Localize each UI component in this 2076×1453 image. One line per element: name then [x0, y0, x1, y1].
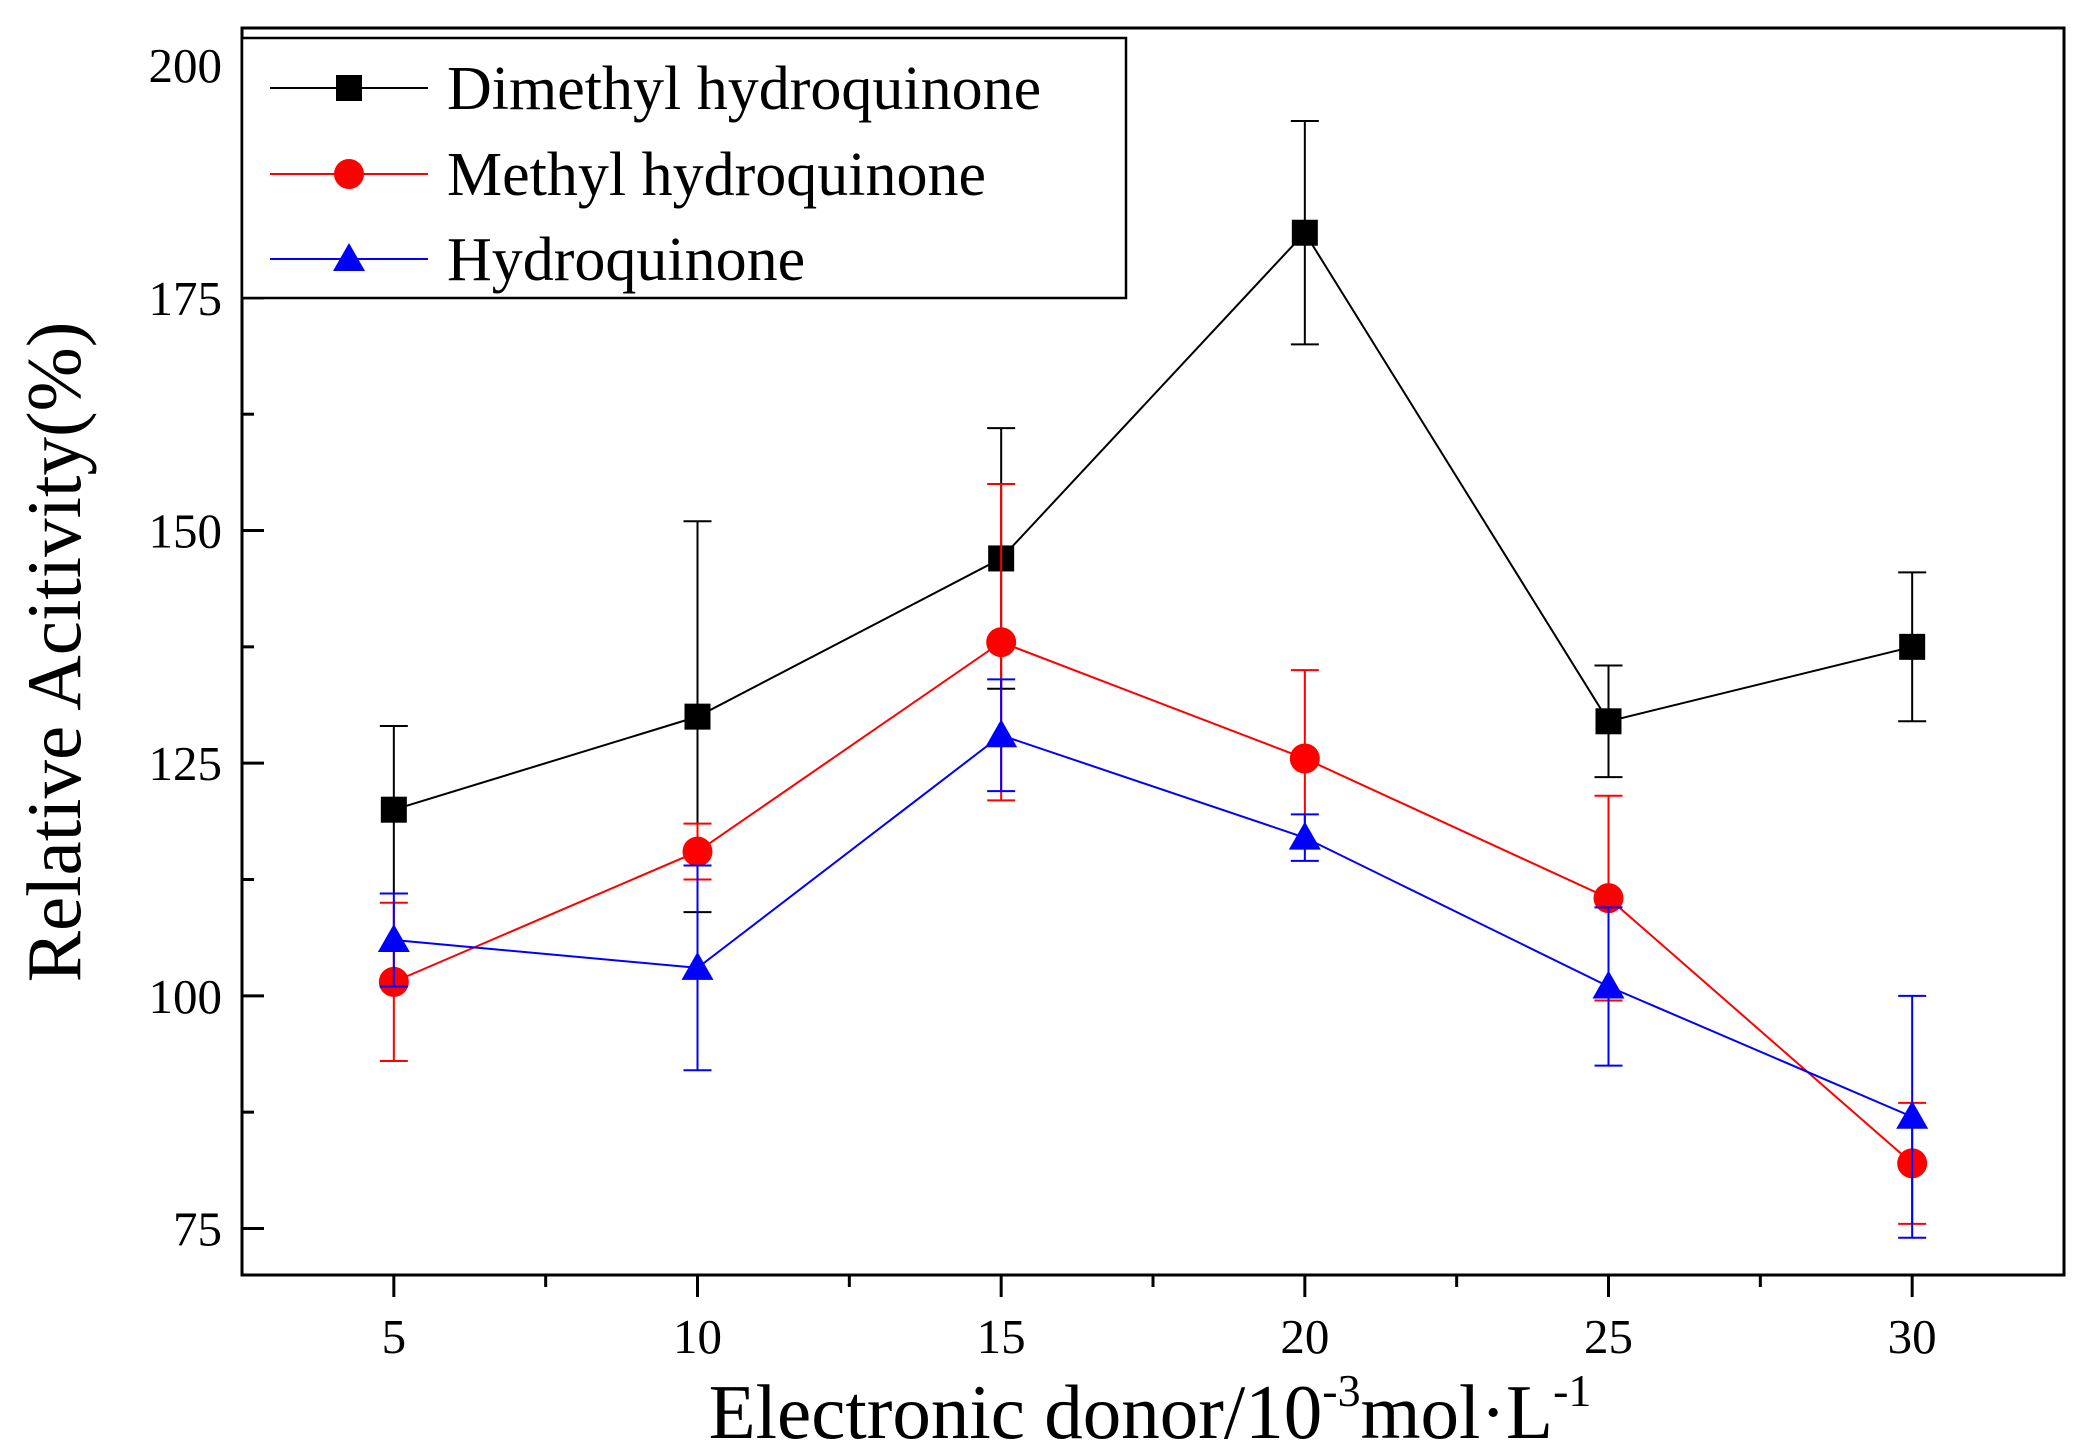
- y-tick-label: 75: [173, 1201, 222, 1256]
- y-tick-label: 150: [149, 504, 223, 559]
- x-tick-label: 5: [382, 1309, 407, 1364]
- x-tick-label: 25: [1584, 1309, 1633, 1364]
- y-tick-label: 200: [149, 38, 223, 93]
- legend-entry: Hydroquinone: [270, 226, 805, 294]
- legend-label: Dimethyl hydroquinone: [447, 55, 1041, 123]
- data-point: [1288, 821, 1321, 850]
- data-point: [380, 796, 407, 823]
- legend-marker: [336, 75, 362, 101]
- x-tick-label: 20: [1280, 1309, 1329, 1364]
- legend-label: Hydroquinone: [447, 226, 805, 294]
- y-axis-title: Relative Acitivity(%): [11, 322, 97, 983]
- data-point: [684, 703, 711, 730]
- x-tick-label: 15: [977, 1309, 1026, 1364]
- series-line: [393, 231, 1913, 811]
- data-point: [682, 836, 713, 867]
- data-point: [1289, 743, 1320, 774]
- data-point: [1595, 708, 1622, 735]
- data-point: [1593, 883, 1624, 914]
- x-tick-label: 10: [673, 1309, 722, 1364]
- legend-entry: Methyl hydroquinone: [270, 141, 986, 209]
- data-point: [1291, 219, 1318, 246]
- legend-box: [240, 36, 1128, 300]
- data-point: [1592, 970, 1625, 999]
- x-axis-title-main: Electronic donor/10: [709, 1369, 1323, 1453]
- x-tick-label: 30: [1888, 1309, 1937, 1364]
- legend-entry: Dimethyl hydroquinone: [270, 55, 1041, 123]
- data-point: [986, 627, 1017, 658]
- legend-marker: [334, 159, 364, 189]
- data-point: [681, 951, 714, 980]
- data-point: [1899, 633, 1926, 660]
- x-axis-title-sup2: -1: [1553, 1365, 1591, 1416]
- x-axis-title-mid: mol·L: [1361, 1369, 1553, 1453]
- y-tick-label: 125: [149, 736, 223, 791]
- series-methyl-hydroquinone: [378, 482, 1928, 1225]
- data-point: [377, 923, 410, 952]
- axis-ticks: 5 10 15 20 25 30 75 100 125 150 175 200: [149, 38, 1937, 1364]
- series-line: [393, 734, 1913, 1118]
- series-line: [393, 641, 1913, 1165]
- x-axis-title: Electronic donor/10-3mol·L-1: [709, 1365, 1592, 1453]
- legend: Dimethyl hydroquinone Methyl hydroquinone…: [240, 36, 1128, 300]
- legend-label: Methyl hydroquinone: [447, 141, 986, 209]
- data-point: [1896, 1100, 1929, 1129]
- series-layer: [377, 120, 1929, 1239]
- x-axis-title-sup1: -3: [1322, 1365, 1360, 1416]
- legend-marker: [333, 243, 365, 271]
- y-tick-label: 100: [149, 969, 223, 1024]
- data-point: [985, 719, 1018, 748]
- series-hydroquinone: [377, 678, 1929, 1239]
- y-tick-label: 175: [149, 271, 223, 326]
